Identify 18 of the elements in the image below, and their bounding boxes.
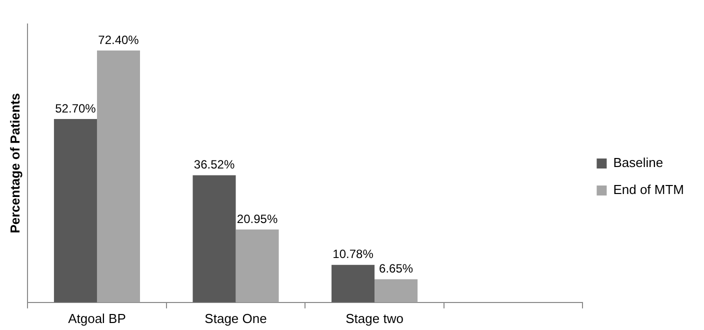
x-tick-label: Atgoal BP: [68, 310, 126, 326]
legend-label: End of MTM: [613, 182, 684, 198]
y-axis-title: Percentage of Patients: [7, 93, 22, 234]
x-tick-label: Stage two: [346, 310, 404, 326]
data-label: 72.40%: [98, 32, 140, 47]
bar: [236, 229, 279, 302]
legend-label: Baseline: [613, 155, 664, 170]
data-label: 36.52%: [194, 158, 235, 172]
bar: [54, 119, 97, 302]
x-tick-label: Stage One: [204, 310, 267, 326]
bar: [96, 50, 140, 302]
bar: [374, 279, 418, 302]
bar: [332, 264, 375, 302]
bar: [192, 175, 236, 302]
data-label: 10.78%: [332, 247, 374, 262]
data-label: 20.95%: [236, 212, 278, 226]
data-label: 52.70%: [55, 101, 96, 116]
data-label: 6.65%: [379, 262, 414, 276]
